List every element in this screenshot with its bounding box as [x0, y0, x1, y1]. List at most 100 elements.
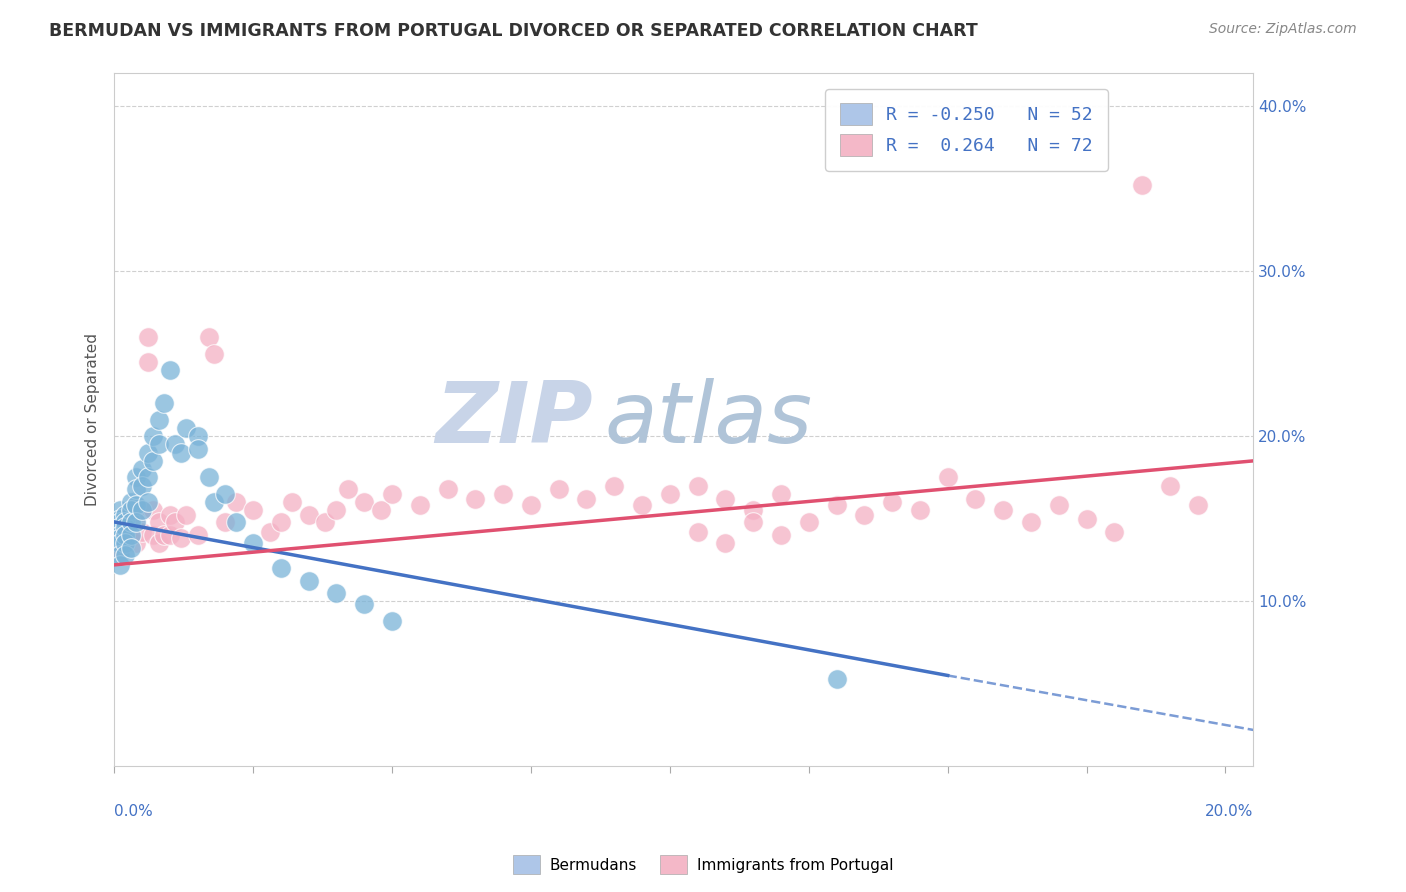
Point: [114, 508, 136, 523]
Point: [353, 598, 375, 612]
Point: [159, 508, 181, 523]
Point: [153, 396, 176, 410]
Point: [1187, 499, 1209, 513]
Point: [225, 495, 247, 509]
Point: [409, 499, 432, 513]
Point: [1047, 499, 1070, 513]
Point: [993, 503, 1015, 517]
Legend: R = -0.250   N = 52, R =  0.264   N = 72: R = -0.250 N = 52, R = 0.264 N = 72: [825, 89, 1108, 171]
Point: [325, 503, 347, 517]
Point: [108, 511, 131, 525]
Y-axis label: Divorced or Separated: Divorced or Separated: [86, 333, 100, 506]
Point: [142, 429, 165, 443]
Point: [148, 515, 170, 529]
Point: [120, 511, 142, 525]
Point: [114, 520, 136, 534]
Point: [136, 470, 159, 484]
Point: [197, 330, 219, 344]
Point: [742, 515, 765, 529]
Point: [108, 515, 131, 529]
Point: [202, 495, 225, 509]
Point: [125, 536, 148, 550]
Point: [108, 503, 131, 517]
Point: [797, 515, 820, 529]
Point: [136, 445, 159, 459]
Point: [108, 558, 131, 572]
Text: 0.0%: 0.0%: [114, 805, 153, 820]
Point: [131, 503, 153, 517]
Point: [270, 561, 292, 575]
Point: [108, 528, 131, 542]
Text: atlas: atlas: [605, 378, 813, 461]
Point: [170, 445, 193, 459]
Point: [159, 363, 181, 377]
Point: [142, 503, 165, 517]
Point: [186, 528, 208, 542]
Point: [325, 586, 347, 600]
Point: [108, 536, 131, 550]
Point: [186, 442, 208, 457]
Point: [686, 478, 709, 492]
Point: [686, 524, 709, 539]
Point: [120, 541, 142, 556]
Text: ZIP: ZIP: [434, 378, 592, 461]
Point: [142, 528, 165, 542]
Point: [148, 536, 170, 550]
Point: [108, 520, 131, 534]
Point: [314, 515, 336, 529]
Point: [880, 495, 903, 509]
Point: [1159, 478, 1181, 492]
Point: [114, 515, 136, 529]
Text: 20.0%: 20.0%: [1205, 805, 1253, 820]
Point: [148, 412, 170, 426]
Point: [336, 482, 359, 496]
Point: [120, 528, 142, 542]
Point: [120, 515, 142, 529]
Point: [108, 548, 131, 562]
Point: [370, 503, 392, 517]
Point: [908, 503, 931, 517]
Point: [114, 528, 136, 542]
Point: [214, 487, 236, 501]
Point: [114, 532, 136, 546]
Point: [547, 482, 569, 496]
Point: [270, 515, 292, 529]
Point: [769, 528, 792, 542]
Point: [631, 499, 654, 513]
Point: [153, 528, 176, 542]
Legend: Bermudans, Immigrants from Portugal: Bermudans, Immigrants from Portugal: [506, 849, 900, 880]
Point: [176, 508, 198, 523]
Point: [120, 503, 142, 517]
Point: [381, 487, 404, 501]
Point: [603, 478, 626, 492]
Point: [176, 421, 198, 435]
Point: [131, 462, 153, 476]
Point: [202, 346, 225, 360]
Point: [125, 499, 148, 513]
Point: [148, 437, 170, 451]
Point: [214, 515, 236, 529]
Point: [353, 495, 375, 509]
Point: [131, 478, 153, 492]
Point: [298, 574, 321, 589]
Point: [108, 515, 131, 529]
Point: [136, 330, 159, 344]
Point: [108, 528, 131, 542]
Point: [714, 491, 737, 506]
Point: [825, 499, 848, 513]
Point: [136, 495, 159, 509]
Point: [242, 536, 264, 550]
Point: [125, 482, 148, 496]
Point: [120, 495, 142, 509]
Point: [131, 503, 153, 517]
Point: [142, 454, 165, 468]
Point: [520, 499, 543, 513]
Point: [120, 528, 142, 542]
Point: [186, 429, 208, 443]
Point: [436, 482, 458, 496]
Point: [125, 470, 148, 484]
Point: [197, 470, 219, 484]
Point: [108, 532, 131, 546]
Point: [114, 508, 136, 523]
Point: [381, 614, 404, 628]
